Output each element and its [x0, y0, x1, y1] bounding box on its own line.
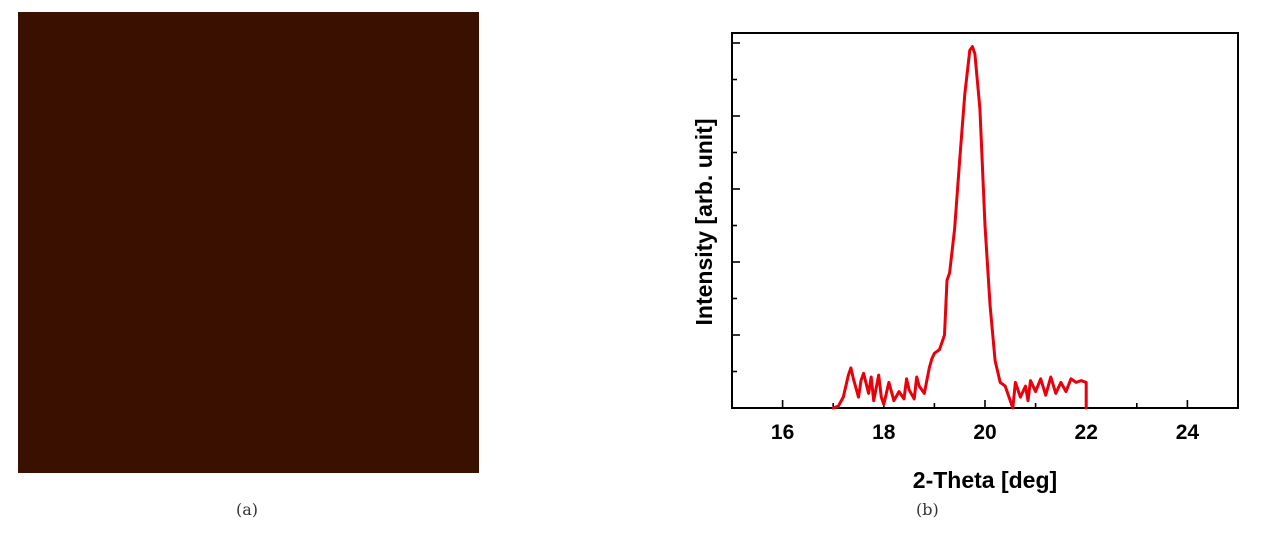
x-tick-label: 20 [973, 421, 996, 444]
x-tick-label: 16 [771, 421, 794, 444]
plot-area: 16 18 20 22 24 [731, 32, 1239, 444]
x-tick-label: 18 [872, 421, 896, 444]
series-line-0 [831, 45, 1088, 410]
panel-label-b: (b) [916, 500, 939, 519]
xrd-chart: 16 18 20 22 24 2-Theta [deg] Intensity [arb.… [691, 32, 1239, 493]
afm-surface-image [18, 12, 479, 473]
afm-texture [18, 12, 479, 473]
x-tick-label: 22 [1075, 421, 1098, 444]
x-tick-label: 24 [1176, 421, 1200, 444]
y-axis-title: Intensity [arb. unit] [691, 119, 717, 326]
x-axis-title: 2-Theta [deg] [913, 467, 1057, 493]
panel-label-a: (a) [236, 500, 259, 519]
